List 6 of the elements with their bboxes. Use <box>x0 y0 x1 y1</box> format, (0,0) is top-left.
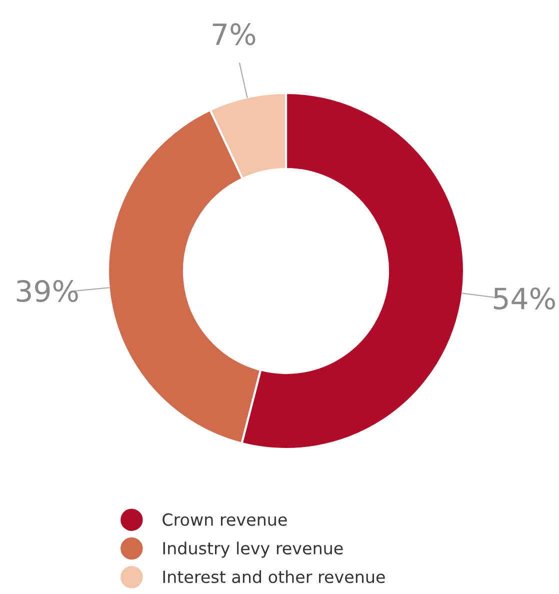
data-label: 7% <box>212 23 256 46</box>
legend-label: Interest and other revenue <box>163 570 385 584</box>
data-label: 54% <box>494 287 555 310</box>
legend-label: Crown revenue <box>162 513 287 526</box>
legend-label: Industry levy revenue <box>163 542 343 558</box>
data-label: 39% <box>16 280 78 302</box>
